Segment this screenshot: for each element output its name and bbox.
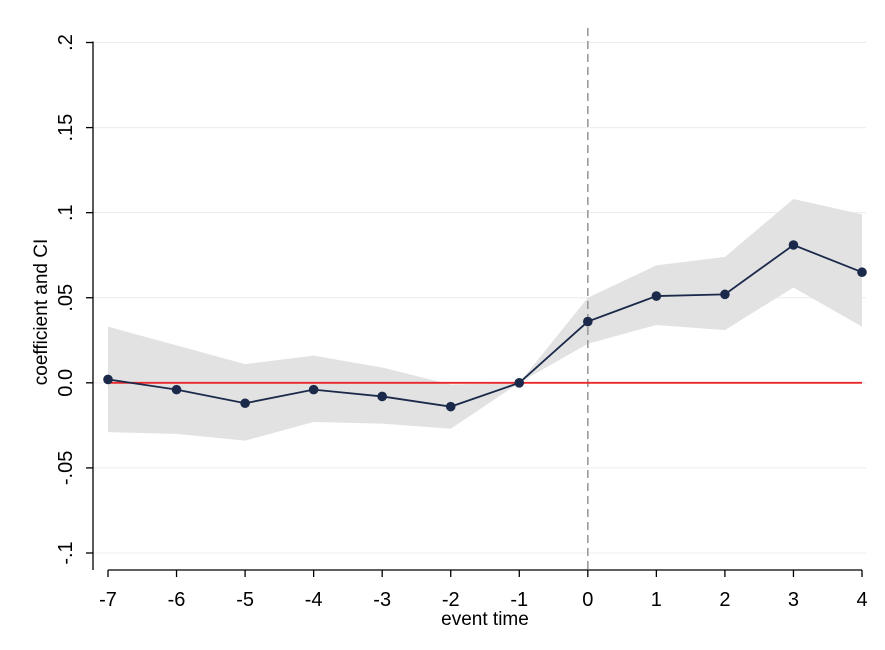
- x-tick-label: -2: [442, 589, 460, 611]
- x-tick-label: -3: [373, 589, 391, 611]
- x-axis-title: event time: [441, 609, 529, 630]
- x-tick-label: -7: [99, 589, 117, 611]
- y-axis-title: coefficient and CI: [31, 239, 52, 385]
- x-tick-label: 3: [788, 589, 799, 611]
- x-tick-label: 4: [856, 589, 867, 611]
- x-tick-label: 2: [719, 589, 730, 611]
- coefficient-line: [107, 243, 863, 408]
- confidence-band: [108, 199, 862, 441]
- coefficient-point: [445, 401, 456, 412]
- x-tick-label: -6: [168, 589, 186, 611]
- coefficient-point: [103, 374, 113, 385]
- y-tick-label: .05: [55, 284, 77, 312]
- coefficient-point: [720, 289, 730, 300]
- reference-lines: [108, 28, 862, 570]
- y-tick-label: .1: [55, 204, 77, 221]
- coefficient-point: [171, 384, 182, 395]
- y-tick-label: .15: [55, 114, 77, 142]
- coefficient-point: [240, 398, 250, 409]
- x-tick-label: 1: [651, 589, 662, 611]
- x-tick-label: -4: [305, 589, 323, 611]
- x-tick-label: 0: [582, 589, 593, 611]
- x-tick-label: -1: [510, 589, 528, 611]
- y-tick-label: 0.0: [55, 369, 77, 397]
- coefficient-point: [857, 267, 867, 278]
- y-tick-label: -.05: [55, 451, 77, 485]
- coefficient-point: [788, 240, 799, 250]
- x-tick-label: -5: [236, 589, 254, 611]
- coefficient-point: [514, 378, 525, 388]
- y-tick-label: .2: [55, 34, 77, 51]
- coefficient-point: [377, 391, 387, 402]
- y-tick-label: -.1: [55, 541, 77, 564]
- coefficient-series: [103, 240, 867, 412]
- ci-band-area: [108, 199, 862, 441]
- coefficient-point: [308, 384, 319, 395]
- axes: -.1 -.05 0.0 .05 .1 .15 .2 -7 -6 -5 -4 -3 -2 -1 0 1 2 3 4: [55, 34, 868, 611]
- coefficient-point: [651, 291, 662, 301]
- coefficient-point: [583, 316, 593, 327]
